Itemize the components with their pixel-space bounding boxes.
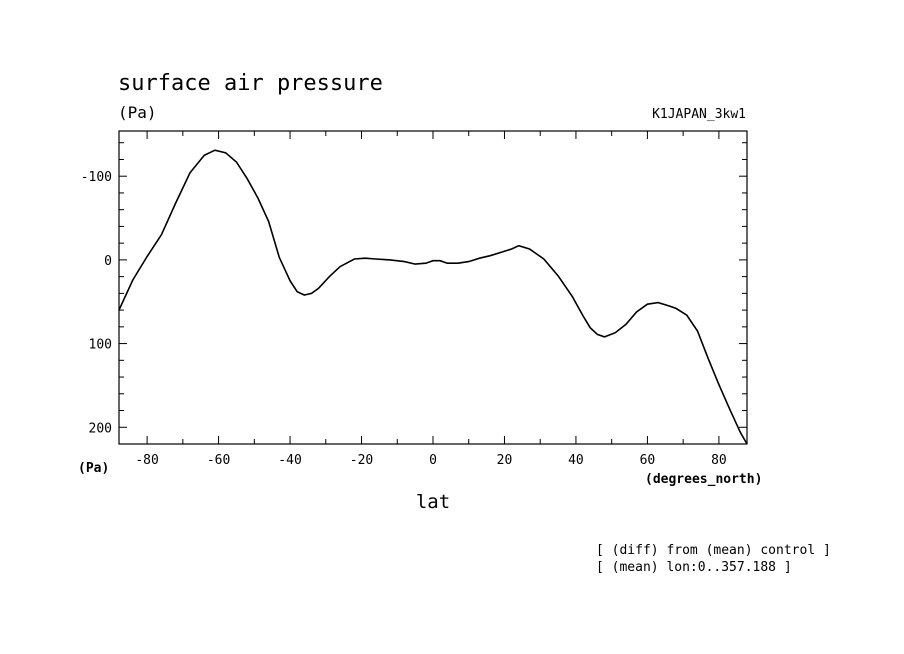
x-tick-label: -40: [278, 453, 301, 468]
x-tick-label: 20: [497, 453, 513, 468]
run-name: K1JAPAN_3kw1: [652, 107, 746, 122]
footer-note-1: [ (diff) from (mean) control ]: [596, 543, 831, 558]
axis-ticks: [119, 131, 747, 445]
y-tick-label: 200: [89, 421, 112, 436]
x-tick-label: 0: [429, 453, 437, 468]
x-tick-label: -80: [135, 453, 158, 468]
y-tick-label: -100: [81, 170, 112, 185]
plot-frame: [118, 130, 748, 445]
x-tick-label: -20: [350, 453, 373, 468]
series-line: [118, 149, 748, 445]
footer-note-2: [ (mean) lon:0..357.188 ]: [596, 560, 792, 575]
x-tick-label: 40: [568, 453, 584, 468]
y-tick-label: 0: [104, 254, 112, 269]
y-tick-label: 100: [89, 338, 112, 353]
x-tick-label: 60: [640, 453, 656, 468]
y-unit-label: (Pa): [78, 461, 109, 476]
chart-title: surface air pressure: [118, 71, 383, 96]
units-label: (Pa): [118, 103, 157, 122]
x-tick-label: 80: [711, 453, 727, 468]
x-axis-label: lat: [416, 491, 450, 513]
x-unit-label: (degrees_north): [645, 472, 762, 487]
axis-tick-labels: -80 -60 -40 -20 0 20 40 60 80 -100 0 100 200: [81, 170, 727, 468]
x-tick-label: -60: [207, 453, 230, 468]
